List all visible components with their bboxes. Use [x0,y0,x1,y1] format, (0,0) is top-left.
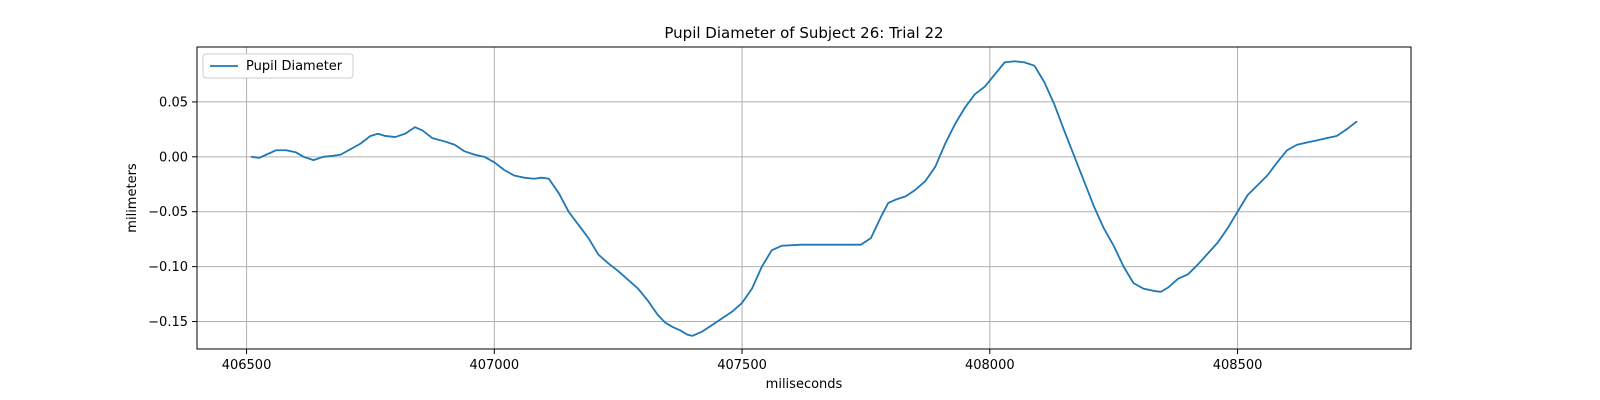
grid [197,47,1411,349]
chart-title: Pupil Diameter of Subject 26: Trial 22 [664,24,943,42]
y-axis-label: milimeters [125,163,140,233]
y-tick-label: −0.05 [148,205,188,220]
y-tick-label: −0.15 [148,315,188,330]
legend-box [202,53,354,79]
x-tick-label: 408000 [965,358,1015,373]
y-tick-label: 0.05 [159,95,188,110]
x-axis-label: miliseconds [766,377,843,392]
x-tick-label: 407500 [717,358,767,373]
legend-label: Pupil Diameter [246,59,343,74]
pupil-diameter-series-line [250,60,1358,337]
x-tick-label: 406500 [222,358,272,373]
y-tick-label: 0.00 [159,150,188,165]
legend: Pupil Diameter [202,53,354,79]
y-tick-label: −0.10 [148,260,188,275]
plot-frame [196,46,1412,350]
x-tick-label: 407000 [469,358,519,373]
series-layer [250,60,1358,337]
x-tick-label: 408500 [1213,358,1263,373]
ticks: 406500 407000 407500 408000 408500 −0.15 −0.10… [148,95,1262,373]
